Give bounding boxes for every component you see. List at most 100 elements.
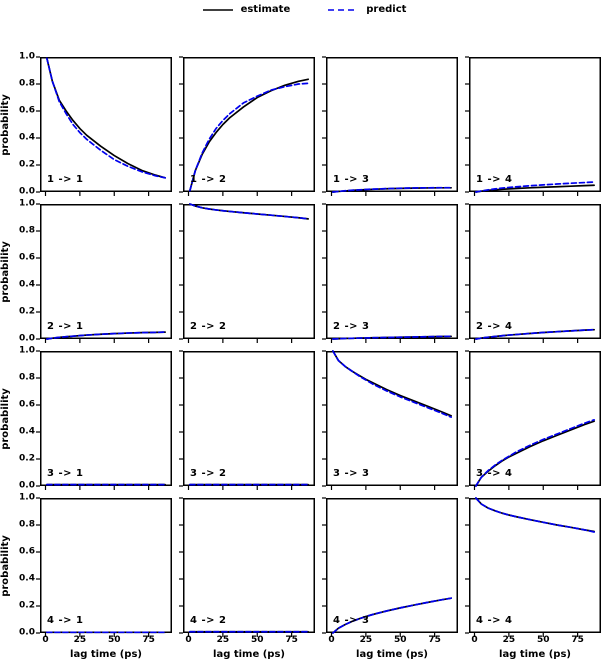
x-tick-label: 25 [216, 635, 230, 645]
subplot-4-2: 4 -> 2 0 25 50 75 lag time (ps) [179, 497, 315, 660]
estimate-line-icon [202, 8, 233, 11]
y-tick-label: 0.8 [19, 519, 35, 530]
y-tick-label: 0.8 [19, 78, 35, 89]
y-tick-label: 0.8 [19, 372, 35, 383]
y-axis-label: probability [0, 240, 11, 303]
x-tick-label: 25 [73, 635, 87, 645]
legend-item-predict: predict [328, 4, 406, 15]
subplot-canvas [465, 203, 601, 343]
x-tick-label: 50 [393, 635, 407, 645]
transition-label: 2 -> 3 [333, 321, 370, 332]
x-tick-label: 25 [502, 635, 516, 645]
subplot-3-3: 3 -> 3 [322, 350, 458, 490]
y-tick-label: 0.6 [19, 105, 35, 116]
subplot-canvas [179, 56, 315, 196]
subplot-1-3: 1 -> 3 [322, 56, 458, 196]
transition-label: 4 -> 3 [333, 615, 370, 626]
x-tick-label: 50 [250, 635, 264, 645]
y-tick-label: 1.0 [19, 198, 35, 209]
legend-label-predict: predict [366, 4, 407, 15]
y-tick-label: 0.6 [19, 252, 35, 263]
subplot-3-2: 3 -> 2 [179, 350, 315, 490]
legend: estimate predict [0, 4, 609, 15]
subplot-canvas [36, 56, 172, 196]
subplot-4-3: 4 -> 3 0 25 50 75 lag time (ps) [322, 497, 458, 660]
x-tick-label: 75 [571, 635, 584, 645]
subplot-2-1: 2 -> 1 0.0 0.2 0.4 0.6 0.8 1.0 probability [0, 199, 172, 343]
subplot-canvas [322, 497, 458, 637]
subplot-canvas [179, 203, 315, 343]
x-tick-label: 25 [359, 635, 373, 645]
subplot-2-4: 2 -> 4 [465, 203, 601, 343]
x-axis-label: lag time (ps) [70, 649, 142, 660]
y-tick-label: 0.0 [19, 480, 35, 491]
y-tick-label: 0.2 [19, 453, 35, 464]
predict-curve [475, 418, 595, 487]
x-axis-label: lag time (ps) [213, 649, 285, 660]
predict-curve [332, 597, 452, 634]
y-tick-label: 0.0 [19, 186, 35, 197]
x-tick-label: 75 [285, 635, 298, 645]
y-tick-label: 1.0 [19, 51, 35, 62]
predict-curve [475, 328, 595, 340]
subplot-4-4: 4 -> 4 0 25 50 75 lag time (ps) [465, 497, 601, 660]
estimate-curve [475, 497, 595, 533]
predict-curve [332, 186, 452, 193]
y-tick-label: 0.2 [19, 159, 35, 170]
predict-curve [332, 335, 452, 340]
y-tick-label: 1.0 [19, 492, 35, 503]
y-tick-label: 1.0 [19, 345, 35, 356]
legend-item-estimate: estimate [202, 4, 291, 15]
legend-label-estimate: estimate [240, 4, 291, 15]
y-tick-label: 0.4 [19, 573, 35, 584]
subplot-canvas [322, 203, 458, 343]
transition-label: 1 -> 4 [476, 174, 513, 185]
predict-curve [189, 203, 309, 220]
predict-curve [475, 497, 595, 533]
y-tick-label: 0.6 [19, 399, 35, 410]
subplot-2-3: 2 -> 3 [322, 203, 458, 343]
subplot-canvas [465, 56, 601, 196]
subplot-2-2: 2 -> 2 [179, 203, 315, 343]
x-tick-label: 50 [107, 635, 121, 645]
x-tick-label: 0 [328, 635, 335, 645]
y-axis-label: probability [0, 387, 11, 450]
transition-label: 4 -> 2 [190, 615, 227, 626]
y-tick-label: 0.2 [19, 600, 35, 611]
transition-label: 2 -> 1 [47, 321, 84, 332]
predict-curve [46, 331, 166, 340]
x-tick-label: 0 [185, 635, 192, 645]
subplot-canvas [465, 497, 601, 637]
subplot-canvas [36, 203, 172, 343]
subplot-canvas [465, 350, 601, 490]
transition-label: 3 -> 2 [190, 468, 227, 479]
predict-curve [332, 350, 452, 419]
subplot-3-4: 3 -> 4 [465, 350, 601, 490]
x-tick-label: 75 [142, 635, 155, 645]
x-axis-label: lag time (ps) [356, 649, 428, 660]
x-tick-label: 0 [42, 635, 49, 645]
predict-line-icon [328, 8, 359, 11]
transition-label: 3 -> 4 [476, 468, 513, 479]
y-tick-label: 0.4 [19, 426, 35, 437]
x-tick-label: 0 [471, 635, 478, 645]
x-tick-label: 75 [428, 635, 441, 645]
estimate-curve [189, 78, 309, 192]
estimate-curve [332, 350, 452, 417]
estimate-curve [46, 57, 166, 179]
transition-label: 1 -> 3 [333, 174, 370, 185]
subplot-grid: 1 -> 1 0.0 0.2 0.4 0.6 0.8 1.0 probability 1 -> … [0, 52, 601, 660]
y-tick-label: 0.0 [19, 333, 35, 344]
subplot-canvas [322, 56, 458, 196]
x-axis-label: lag time (ps) [499, 649, 571, 660]
transition-label: 2 -> 2 [190, 321, 227, 332]
subplot-canvas [179, 350, 315, 490]
y-axis-label: probability [0, 534, 11, 597]
y-tick-label: 0.0 [19, 627, 35, 638]
predict-curve [475, 181, 595, 193]
y-tick-label: 0.4 [19, 132, 35, 143]
subplot-1-2: 1 -> 2 [179, 56, 315, 196]
y-tick-label: 0.8 [19, 225, 35, 236]
subplot-canvas [179, 497, 315, 637]
subplot-1-4: 1 -> 4 [465, 56, 601, 196]
